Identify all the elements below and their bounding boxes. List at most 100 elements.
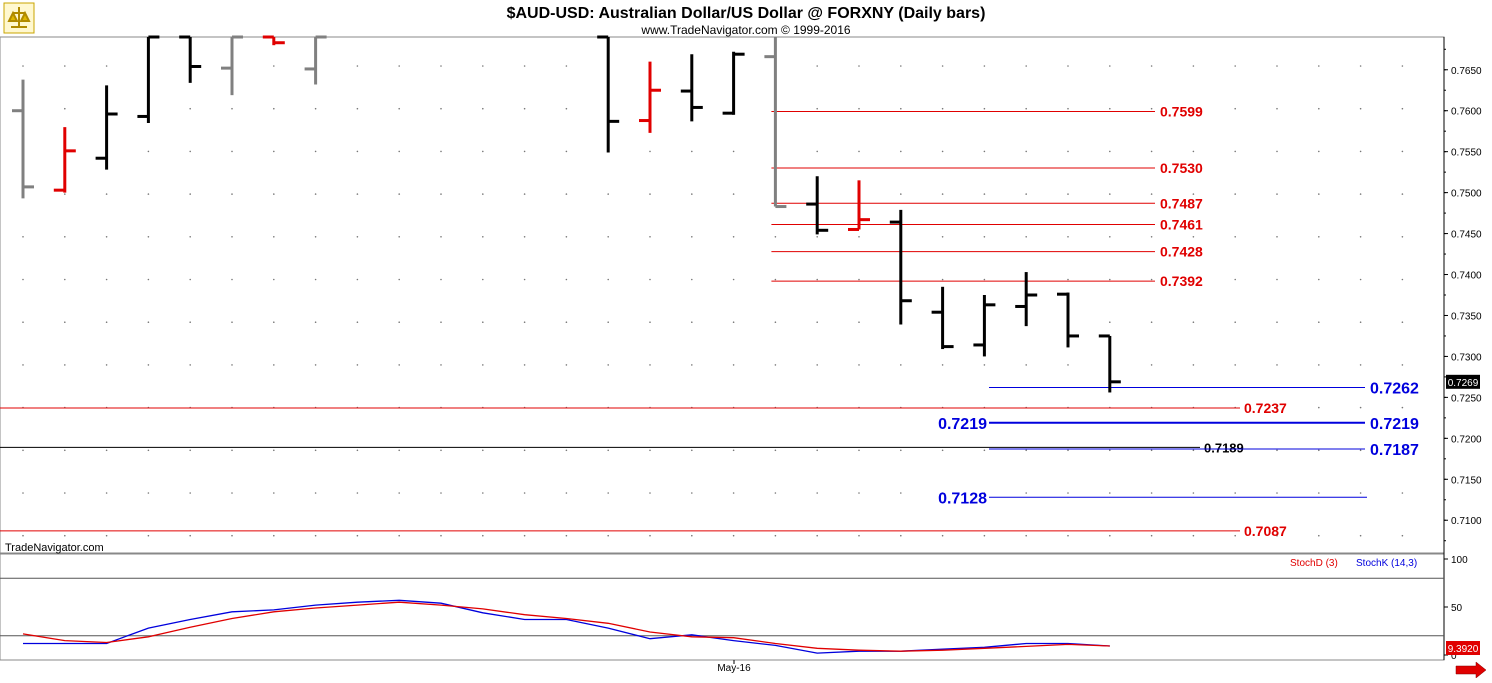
grid-dot: [189, 193, 191, 195]
grid-dot: [231, 236, 233, 238]
grid-dot: [314, 278, 317, 281]
grid-dot: [189, 236, 191, 238]
grid-dot: [1150, 364, 1153, 366]
stoch-k-line: [23, 599, 1110, 654]
grid-dot: [1192, 534, 1195, 537]
grid-dot: [1401, 193, 1404, 195]
grid-dot: [1401, 406, 1404, 409]
grid-dot: [440, 364, 442, 366]
grid-dot: [774, 364, 777, 366]
grid-dot: [22, 492, 24, 494]
grid-dot: [523, 449, 526, 452]
grid-dot: [440, 492, 442, 494]
grid-dot: [398, 236, 401, 238]
grid-dot: [1234, 107, 1236, 110]
grid-dot: [147, 193, 150, 195]
grid-dot: [231, 278, 233, 281]
grid-dot: [941, 193, 944, 195]
grid-dot: [440, 534, 442, 537]
grid-dot: [356, 278, 359, 281]
grid-dot: [22, 278, 24, 281]
grid-dot: [523, 65, 526, 67]
grid-dot: [356, 193, 359, 195]
grid-dot: [273, 236, 275, 238]
grid-dot: [482, 236, 484, 238]
y-tick-label: 0.7550: [1451, 148, 1482, 159]
grid-dot: [1067, 364, 1069, 366]
grid-dot: [1109, 150, 1111, 153]
grid-dot: [1318, 492, 1320, 494]
grid-dot: [231, 193, 233, 195]
grid-dot: [64, 65, 66, 67]
ohlc-bar: [137, 35, 160, 123]
support-label: 0.7189: [1204, 440, 1244, 455]
grid-dot: [440, 150, 442, 153]
grid-dot: [440, 321, 442, 324]
grid-dot: [189, 150, 191, 153]
ohlc-bar: [764, 37, 787, 209]
grid-dot: [273, 449, 275, 452]
grid-dot: [565, 278, 568, 281]
grid-dot: [1150, 534, 1153, 537]
resistance-label: 0.7599: [1160, 104, 1203, 120]
grid-dot: [900, 65, 902, 67]
grid-dot: [565, 107, 568, 110]
ohlc-bar: [597, 35, 620, 153]
grid-dot: [189, 107, 191, 110]
grid-dot: [189, 449, 191, 452]
grid-dot: [1109, 534, 1111, 537]
grid-dot: [983, 534, 986, 537]
grid-dot: [1025, 449, 1027, 452]
grid-dot: [189, 534, 191, 537]
grid-dot: [440, 278, 442, 281]
grid-dot: [1401, 321, 1404, 324]
projection-label-left: 0.7128: [938, 490, 987, 507]
grid-dot: [1025, 492, 1027, 494]
grid-dot: [1359, 449, 1362, 452]
grid-dot: [1192, 449, 1195, 452]
projection-label-right: 0.7219: [1370, 416, 1419, 433]
grid-dot: [941, 492, 944, 494]
grid-dot: [649, 321, 651, 324]
grid-dot: [273, 534, 275, 537]
grid-dot: [1192, 278, 1195, 281]
ohlc-bar: [12, 79, 34, 199]
grid-dot: [1401, 534, 1404, 537]
grid-dot: [64, 449, 66, 452]
grid-dot: [816, 534, 818, 537]
grid-dot: [649, 534, 651, 537]
stoch-legend-k: StochK (14,3): [1356, 558, 1417, 569]
grid-dot: [732, 321, 735, 324]
trade-navigator-logo-icon[interactable]: [3, 2, 35, 34]
grid-dot: [105, 492, 108, 494]
grid-dot: [1359, 406, 1362, 409]
grid-dot: [356, 65, 359, 67]
grid-dot: [1234, 534, 1236, 537]
grid-dot: [440, 449, 442, 452]
ohlc-bar: [848, 180, 870, 231]
grid-dot: [900, 107, 902, 110]
stoch-tick-label: 100: [1451, 555, 1468, 566]
grid-dot: [440, 236, 442, 238]
y-tick-label: 0.7500: [1451, 189, 1482, 200]
resistance-label: 0.7428: [1160, 244, 1203, 260]
grid-dot: [398, 65, 401, 67]
grid-dot: [1401, 107, 1404, 110]
grid-dot: [64, 492, 66, 494]
grid-dot: [1276, 321, 1278, 324]
grid-dot: [189, 278, 191, 281]
grid-dot: [1234, 321, 1236, 324]
grid-dot: [1025, 364, 1027, 366]
ohlc-bar: [221, 35, 243, 96]
ohlc-bar: [95, 85, 118, 170]
grid-dot: [482, 150, 484, 153]
grid-dot: [1234, 364, 1236, 366]
grid-dot: [1318, 65, 1320, 67]
grid-dot: [356, 534, 359, 537]
scroll-right-arrow-icon[interactable]: [1455, 661, 1487, 679]
grid-dot: [691, 449, 693, 452]
grid-dot: [523, 321, 526, 324]
grid-dot: [941, 449, 944, 452]
grid-dot: [314, 534, 317, 537]
grid-dot: [983, 449, 986, 452]
